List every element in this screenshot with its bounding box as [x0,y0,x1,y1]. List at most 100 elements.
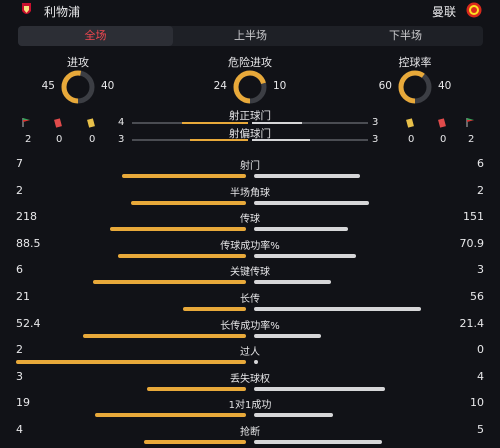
stat-away-bar [254,253,357,258]
shots-off-away-value: 3 [372,134,379,145]
shots-off-home-track [132,139,248,141]
red-card-icon [438,118,446,128]
stat-away-value: 0 [477,343,484,357]
stat-home-bar [95,413,246,418]
shots-on-home-track [132,122,248,124]
stat-home-value: 4 [16,423,23,436]
tab-full-match[interactable]: 全场 [18,26,173,46]
donut-away-value: 40 [101,80,115,92]
stat-home-track [16,280,246,285]
stat-label: 长传成功率% [220,320,280,332]
stat-label: 长传 [240,294,260,305]
stat-away-bar [254,280,331,285]
stat-home-bar [16,360,246,365]
stat-label: 过人 [240,347,260,359]
stat-away-track [254,200,484,205]
donut-home-value: 45 [41,80,55,92]
stat-home-track [16,333,246,338]
shots-off-target-label: 射偏球门 [229,128,271,140]
donut-title: 控球率 [398,56,432,69]
home-yellow-value: 0 [89,134,96,145]
stat-home-value: 6 [16,263,23,277]
stat-away-track [254,440,484,444]
stat-away-value: 151 [463,210,484,224]
donut-ring [233,70,267,104]
stat-away-track [254,174,484,178]
stat-away-track [254,360,484,365]
stat-label: 传球 [240,214,260,226]
stat-row: 19 1对1成功 10 [0,395,500,421]
donut-title: 危险进攻 [228,56,272,69]
donut-possession: 控球率 60 40 [360,54,470,106]
shots-off-away-track [252,139,368,141]
stat-away-bar [254,333,321,338]
stat-home-value: 2 [16,183,23,197]
away-team-name: 曼联 [431,5,456,19]
stat-row: 4 抢断 5 [0,422,500,448]
stat-away-bar [254,174,361,178]
stat-home-value: 19 [16,396,30,410]
stat-home-track [16,227,246,232]
shots-off-home-bar [190,139,248,141]
stat-away-value: 5 [477,423,484,436]
stat-home-track [16,386,246,391]
stat-label: 抢断 [240,427,260,438]
stat-home-value: 21 [16,290,30,303]
stat-home-track [16,253,246,258]
home-red-value: 0 [56,134,63,145]
away-yellow-value: 0 [408,134,415,145]
stat-home-value: 88.5 [16,236,41,250]
stat-home-track [16,307,246,311]
stat-away-value: 6 [477,157,484,170]
stat-home-bar [147,386,246,391]
shots-on-home-bar [181,122,248,124]
stat-home-value: 218 [16,210,37,224]
donut-attack: 进攻 45 40 [23,54,133,106]
liverpool-crest-icon [22,3,31,14]
tab-second-half[interactable]: 下半场 [389,29,422,42]
yellow-card-icon [87,118,95,128]
stat-away-value: 10 [470,396,484,410]
stat-away-track [254,253,484,258]
shots-off-home-value: 3 [118,134,125,145]
stat-home-track [16,200,246,205]
shots-on-target-label: 射正球门 [229,110,271,122]
yellow-card-icon [406,118,414,128]
stat-away-track [254,386,484,391]
stat-away-bar [254,307,422,311]
stat-row: 52.4 长传成功率% 21.4 [0,316,500,342]
stat-home-track [16,360,246,365]
stat-label: 丢失球权 [230,373,270,385]
stat-row: 2 半场角球 2 [0,183,500,209]
tab-first-half[interactable]: 上半场 [234,29,267,42]
stat-label: 射门 [240,161,260,172]
stat-row: 3 丢失球权 4 [0,369,500,395]
stat-label: 传球成功率% [220,240,280,252]
stat-home-bar [118,253,246,258]
stat-away-value: 56 [470,290,484,303]
stat-away-bar [254,200,369,205]
shots-on-away-bar [252,122,302,124]
stat-row: 88.5 传球成功率% 70.9 [0,236,500,262]
shots-on-away-value: 3 [372,117,379,128]
stat-home-track [16,440,246,444]
donut-home-value: 24 [213,80,227,92]
stat-home-value: 2 [16,343,23,357]
stat-away-bar [254,360,258,365]
stat-row: 6 关键传球 3 [0,262,500,288]
stat-away-value: 21.4 [459,316,485,330]
donut-home-arc [233,70,267,104]
corner-flag-icon [22,118,30,127]
stat-away-value: 4 [477,369,484,383]
stat-home-bar [110,227,246,232]
stat-home-bar [143,440,246,444]
donut-ring [398,70,432,104]
shots-off-away-bar [252,139,310,141]
stat-away-value: 70.9 [459,236,485,250]
away-corners-value: 2 [468,134,475,145]
donut-home-arc [61,70,95,104]
stat-away-value: 2 [477,183,484,197]
donut-ring [61,70,95,104]
donut-home-arc [398,70,432,104]
donut-away-value: 40 [438,80,452,92]
